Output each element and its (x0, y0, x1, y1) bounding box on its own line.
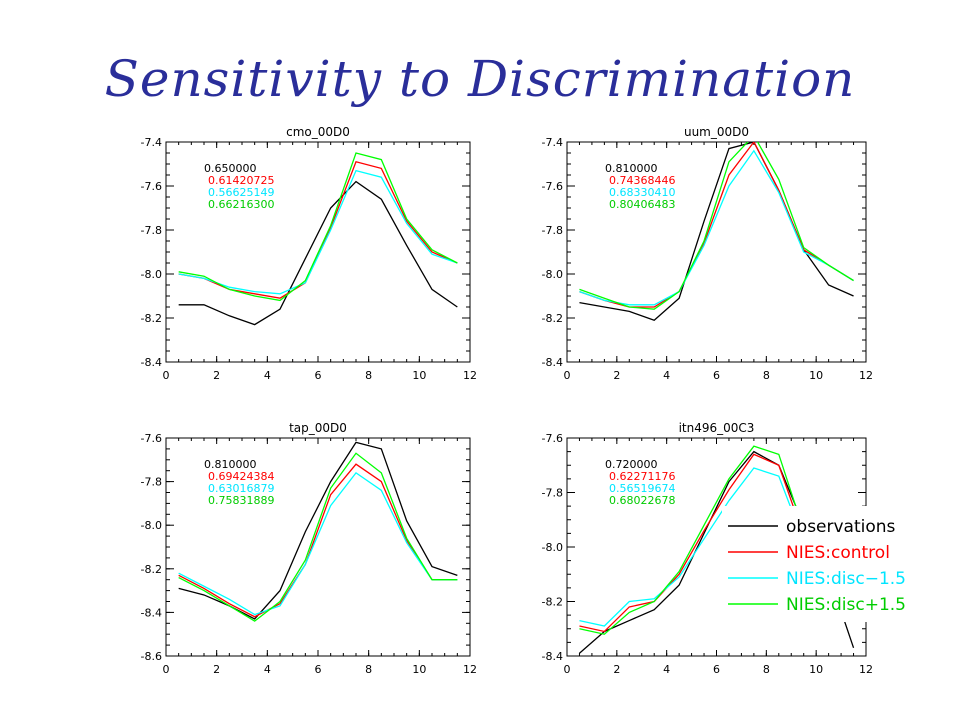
x-tick-label: 2 (613, 369, 620, 382)
x-tick-label: 10 (809, 369, 823, 382)
annotation-value: 0.80406483 (609, 198, 675, 211)
y-tick-label: -7.4 (542, 136, 563, 149)
y-tick-label: -8.0 (542, 268, 563, 281)
series-line-3 (579, 149, 854, 306)
x-tick-label: 4 (264, 663, 271, 676)
chart-title: itn496_00C3 (679, 421, 755, 435)
chart-title: tap_00D0 (289, 421, 347, 435)
y-tick-label: -7.8 (542, 487, 563, 500)
annotation-value: 0.720000 (605, 458, 658, 471)
x-tick-label: 8 (365, 369, 372, 382)
x-tick-label: 10 (809, 663, 823, 676)
x-tick-label: 0 (564, 369, 571, 382)
x-tick-label: 0 (163, 663, 170, 676)
x-tick-label: 8 (365, 663, 372, 676)
slide-title: Sensitivity to Discrimination (104, 50, 856, 108)
y-tick-label: -8.2 (542, 596, 563, 609)
chart-panel-1: cmo_00D0 0 2 4 6 8 10 12 -8.4 -8.2 -8.0 -7.8 -7.6 -7.… (141, 125, 477, 382)
y-tick-label: -7.6 (141, 180, 162, 193)
y-tick-label: -8.4 (141, 356, 162, 369)
y-tick-label: -8.0 (141, 268, 162, 281)
annotation-value: 0.810000 (605, 162, 658, 175)
series-line-2 (178, 463, 458, 618)
annotation-value: 0.63016879 (208, 482, 274, 495)
x-tick-label: 8 (763, 369, 770, 382)
x-tick-label: 6 (713, 663, 720, 676)
x-tick-label: 2 (213, 663, 220, 676)
y-tick-label: -8.2 (141, 312, 162, 325)
legend-label: NIES:disc+1.5 (786, 595, 906, 615)
chart-title: cmo_00D0 (286, 125, 350, 139)
annotation-value: 0.66216300 (208, 198, 274, 211)
series-line-4 (579, 142, 854, 310)
x-tick-label: 0 (564, 663, 571, 676)
y-tick-label: -7.4 (141, 136, 162, 149)
x-tick-label: 6 (315, 369, 322, 382)
y-tick-label: -7.8 (141, 476, 162, 489)
x-tick-label: 12 (463, 369, 477, 382)
y-tick-label: -8.0 (141, 519, 162, 532)
y-tick-label: -7.6 (542, 432, 563, 445)
series-line-1 (178, 180, 458, 326)
series-line-3 (178, 471, 458, 616)
y-tick-label: -8.4 (542, 356, 563, 369)
annotation-value: 0.75831889 (208, 494, 274, 507)
y-tick-label: -8.2 (542, 312, 563, 325)
x-tick-label: 2 (613, 663, 620, 676)
legend: observations NIES:control NIES:disc−1.5 NIE… (722, 506, 952, 622)
annotation-value: 0.61420725 (208, 174, 274, 187)
annotation-value: 0.74368446 (609, 174, 675, 187)
annotation-value: 0.56625149 (208, 186, 274, 199)
x-tick-label: 12 (859, 663, 873, 676)
x-tick-label: 2 (213, 369, 220, 382)
legend-label: NIES:control (786, 543, 890, 563)
x-tick-label: 12 (859, 369, 873, 382)
series-line-1 (579, 142, 854, 321)
x-tick-label: 12 (463, 663, 477, 676)
annotation-value: 0.68022678 (609, 494, 675, 507)
x-tick-label: 0 (163, 369, 170, 382)
annotation-value: 0.56519674 (609, 482, 675, 495)
legend-label: NIES:disc−1.5 (786, 569, 906, 589)
y-tick-label: -8.6 (141, 650, 162, 663)
y-tick-label: -7.8 (542, 224, 563, 237)
annotation-value: 0.68330410 (609, 186, 675, 199)
x-tick-label: 10 (412, 663, 426, 676)
series-line-4 (178, 152, 458, 302)
series-line-4 (178, 452, 458, 622)
chart-panel-3: tap_00D0 0 2 4 6 8 10 12 -8.6 -8.4 -8.2 -8.0 -7.8 -7.… (141, 421, 477, 676)
y-tick-label: -8.2 (141, 563, 162, 576)
x-tick-label: 6 (713, 369, 720, 382)
x-tick-label: 10 (412, 369, 426, 382)
chart-title: uum_00D0 (684, 125, 749, 139)
x-tick-label: 4 (663, 663, 670, 676)
y-tick-label: -7.6 (141, 432, 162, 445)
y-tick-label: -7.6 (542, 180, 563, 193)
y-tick-label: -8.4 (542, 650, 563, 663)
y-tick-label: -7.8 (141, 224, 162, 237)
y-tick-label: -8.0 (542, 541, 563, 554)
annotation-value: 0.62271176 (609, 470, 675, 483)
y-tick-label: -8.4 (141, 606, 162, 619)
x-tick-label: 6 (315, 663, 322, 676)
legend-label: observations (786, 517, 896, 537)
chart-panel-2: uum_00D0 0 2 4 6 8 10 12 -8.4 -8.2 -8.0 -7.8 -7.6 -7.… (542, 125, 873, 382)
annotation-value: 0.69424384 (208, 470, 274, 483)
annotation-value: 0.810000 (204, 458, 257, 471)
x-tick-label: 4 (264, 369, 271, 382)
x-tick-label: 4 (663, 369, 670, 382)
series-line-3 (178, 169, 458, 295)
chart-panel-4: itn496_00C3 0 2 4 6 8 10 12 -8.4 -8.2 -8.0 -7.8 -7.6… (542, 421, 873, 676)
annotation-value: 0.650000 (204, 162, 257, 175)
x-tick-label: 8 (763, 663, 770, 676)
